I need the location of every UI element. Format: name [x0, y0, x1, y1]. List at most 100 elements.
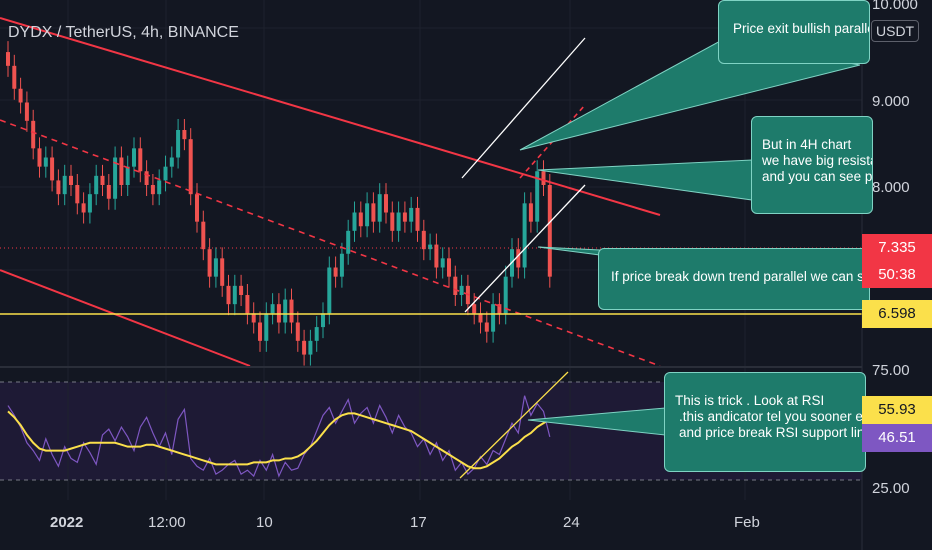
annotation-callout-3[interactable]: If price break down trend parallel we ca…	[598, 248, 870, 310]
candle-body	[440, 258, 445, 268]
candle-body	[377, 194, 382, 222]
candle-body	[201, 221, 206, 250]
x-tick-24: 24	[563, 514, 580, 531]
candle-body	[283, 299, 288, 323]
candle-body	[226, 285, 231, 305]
last-price-tag: 7.335	[862, 234, 932, 262]
candle-body	[314, 327, 319, 341]
candle-body	[346, 230, 351, 254]
candle-body	[106, 185, 111, 199]
candle-body	[6, 52, 10, 66]
candle-body	[295, 322, 300, 341]
candle-body	[421, 230, 426, 250]
x-tick-10: 10	[256, 514, 273, 531]
candle-body	[75, 185, 80, 204]
callout-4-line-3: and price break RSI support line	[679, 425, 866, 440]
candle-body	[358, 212, 363, 227]
symbol-title[interactable]: DYDX / TetherUS, 4h, BINANCE	[8, 24, 239, 41]
rising-channel-bottom	[464, 184, 586, 313]
candle-body	[43, 157, 48, 167]
candle-body	[371, 203, 376, 222]
descending-channel-bottom	[0, 269, 251, 367]
candle-body	[522, 203, 527, 268]
callout-4-line-2: .this andicator tel you sooner every	[679, 409, 865, 424]
callout-2-line-3: and you can see price	[762, 169, 873, 184]
candle-body	[87, 194, 92, 213]
candle-body	[302, 340, 307, 355]
candle-body	[289, 299, 294, 323]
rsi-ma-tag: 55.93	[862, 396, 932, 424]
candle-body	[459, 285, 464, 295]
candle-body	[384, 194, 388, 213]
currency-label[interactable]: USDT	[871, 20, 920, 42]
rsi-support-line	[459, 371, 569, 479]
candle-body	[327, 267, 332, 314]
candle-body	[12, 65, 17, 89]
candle-body	[535, 171, 540, 222]
candle-body	[150, 185, 155, 195]
candle-body	[232, 285, 237, 305]
candle-body	[434, 244, 439, 268]
candle-body	[132, 148, 136, 167]
candle-body	[94, 175, 99, 195]
rsi-line	[7, 395, 551, 478]
y-tick-9000: 9.000	[872, 93, 910, 110]
candle-body	[484, 322, 489, 332]
candle-body	[163, 166, 168, 181]
callout-1-text: Price exit bullish parallel	[733, 21, 870, 36]
candle-body	[409, 207, 414, 222]
candle-body	[497, 304, 502, 314]
candle-body	[125, 166, 130, 185]
candle-body	[18, 88, 23, 103]
candle-body	[396, 212, 401, 231]
candle-body	[503, 276, 508, 314]
candle-body	[138, 148, 143, 172]
candle-body	[169, 157, 174, 167]
candle-body	[213, 258, 218, 277]
y-tick-10000: 10.000	[872, 0, 918, 13]
candle-body	[308, 340, 313, 355]
candle-body	[365, 203, 370, 227]
annotation-callout-1[interactable]: Price exit bullish parallel	[718, 0, 870, 64]
candle-body	[239, 285, 244, 295]
support-price-tag: 6.598	[862, 300, 932, 328]
candle-body	[157, 180, 162, 195]
rsi-ma-line	[7, 410, 551, 470]
candle-body	[50, 157, 55, 181]
candle-body	[321, 313, 325, 328]
candle-body	[81, 203, 86, 213]
candle-body	[415, 207, 420, 231]
candle-body	[119, 157, 124, 185]
annotation-callout-4[interactable]: This is trick . Look at RSI .this andica…	[664, 372, 866, 472]
descending-channel-mid	[0, 119, 661, 367]
candle-body	[453, 276, 458, 295]
callout-4-line-1: This is trick . Look at RSI	[675, 393, 825, 408]
candle-body	[428, 244, 433, 250]
candle-body	[113, 157, 118, 199]
candle-body	[251, 313, 256, 323]
bar-countdown-tag: 50:38	[862, 262, 932, 288]
candle-body	[541, 171, 546, 185]
candle-body	[37, 148, 42, 167]
candle-body	[258, 322, 262, 341]
callout-2-line-2: we have big resistance	[762, 153, 872, 168]
annotation-callout-2[interactable]: But in 4H chart we have big resistance a…	[751, 116, 873, 214]
candle-body	[144, 171, 149, 185]
descending-channel-top	[0, 17, 661, 216]
candle-body	[24, 102, 29, 121]
rsi-tick-75: 75.00	[872, 362, 910, 379]
candle-body	[264, 313, 269, 341]
candle-body	[188, 139, 193, 195]
candle-body	[491, 304, 496, 332]
candle-body	[176, 130, 181, 158]
candle-body	[69, 175, 73, 185]
candle-body	[195, 194, 199, 222]
candle-body	[547, 185, 552, 277]
candle-body	[100, 175, 105, 185]
candle-body	[220, 258, 225, 286]
rsi-value-tag: 46.51	[862, 424, 932, 452]
candle-body	[528, 203, 533, 222]
x-tick-feb: Feb	[734, 514, 760, 531]
candle-body	[207, 249, 212, 277]
x-tick-1200: 12:00	[148, 514, 186, 531]
